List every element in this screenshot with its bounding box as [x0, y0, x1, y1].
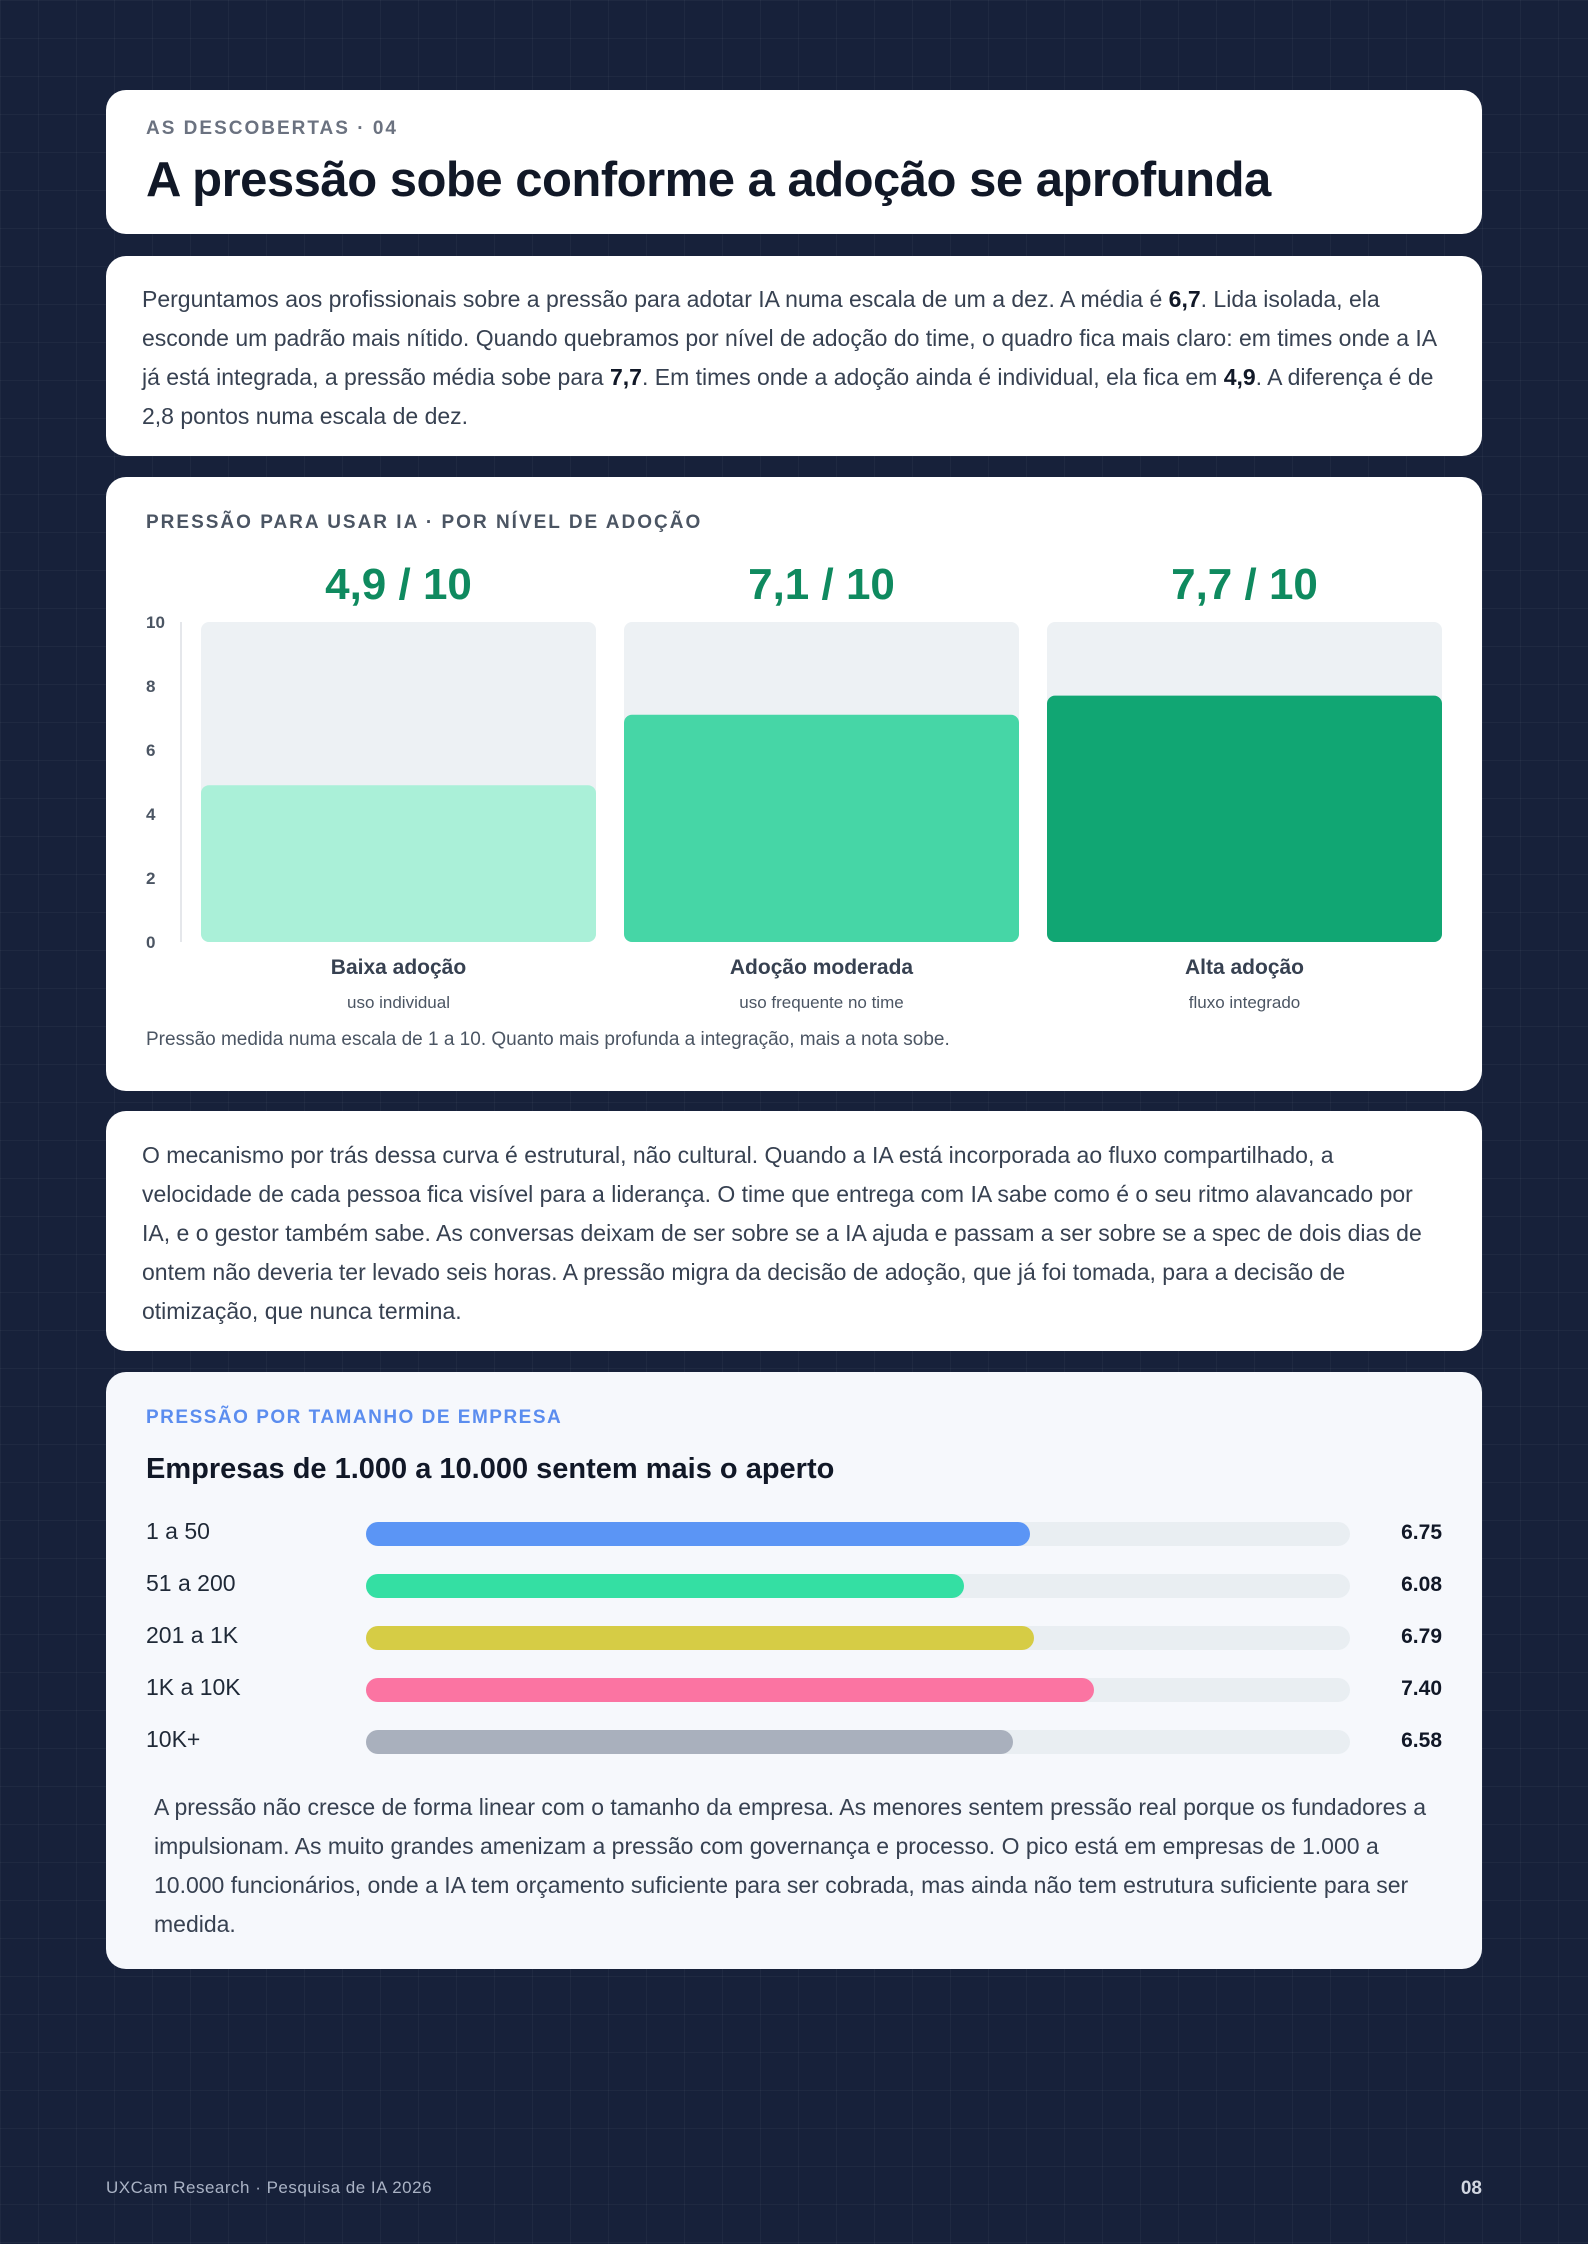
size-bar-fill: [366, 1678, 1095, 1702]
bar-category-label: Adoção moderada: [730, 956, 914, 979]
intro-paragraph: Perguntamos aos profissionais sobre a pr…: [142, 280, 1446, 436]
y-tick-label: 8: [146, 677, 155, 696]
mechanism-paragraph: O mecanismo por trás dessa curva é estru…: [142, 1142, 1422, 1324]
size-row-label: 51 a 200: [146, 1570, 236, 1596]
y-tick-label: 10: [146, 613, 165, 632]
intro-text-segment: . Em times onde a adoção ainda é individ…: [641, 364, 1224, 390]
size-row-value: 6.58: [1401, 1729, 1442, 1752]
size-bar-track: [366, 1574, 1350, 1598]
size-row-value: 6.75: [1401, 1521, 1442, 1544]
chart-note: Pressão medida numa escala de 1 a 10. Qu…: [146, 1029, 950, 1050]
size-row: 1K a 10K 7.40: [146, 1664, 1442, 1716]
size-row-label: 1K a 10K: [146, 1674, 241, 1700]
y-tick-label: 4: [146, 805, 156, 824]
footer-source: UXCam Research · Pesquisa de IA 2026: [106, 2178, 433, 2197]
size-row-label: 1 a 50: [146, 1518, 210, 1544]
size-row: 10K+ 6.58: [146, 1716, 1442, 1768]
size-bar-track: [366, 1626, 1350, 1650]
size-bar-fill: [366, 1574, 965, 1598]
size-row-value: 7.40: [1401, 1677, 1442, 1700]
chart-title: PRESSÃO PARA USAR IA · POR NÍVEL DE ADOÇ…: [146, 512, 703, 533]
intro-card: Perguntamos aos profissionais sobre a pr…: [106, 256, 1482, 456]
size-row: 51 a 200 6.08: [146, 1560, 1442, 1612]
size-bar-track: [366, 1522, 1350, 1546]
intro-highlight-value: 4,9: [1223, 364, 1256, 390]
bar: [201, 785, 596, 942]
adoption-bar-chart: 0 2 4 6 8 10 4,9 / 10 Baixa adoção uso individua…: [146, 560, 1442, 1012]
y-tick-label: 2: [146, 869, 155, 888]
page-number: 08: [1460, 2178, 1482, 2199]
bar-value-label: 7,7 / 10: [1171, 560, 1318, 609]
size-bar-track: [366, 1678, 1350, 1702]
size-bar-fill: [366, 1626, 1035, 1650]
header-card: AS DESCOBERTAS · 04 A pressão sobe confo…: [106, 90, 1482, 234]
page-title: A pressão sobe conforme a adoção se apro…: [146, 153, 1271, 207]
size-paragraph: A pressão não cresce de forma linear com…: [154, 1794, 1427, 1937]
intro-text-segment: . A diferença é de 2,8 pontos numa escal…: [142, 364, 1434, 429]
size-row-label: 10K+: [146, 1726, 201, 1752]
y-tick-label: 0: [146, 933, 155, 952]
bar: [624, 714, 1019, 942]
bar-sublabel: fluxo integrado: [1189, 993, 1301, 1012]
bar-value-label: 7,1 / 10: [748, 560, 895, 609]
size-title: Empresas de 1.000 a 10.000 sentem mais o…: [146, 1453, 835, 1485]
mechanism-card: O mecanismo por trás dessa curva é estru…: [106, 1111, 1482, 1351]
size-bar-fill: [366, 1730, 1014, 1754]
bar-sublabel: uso individual: [347, 993, 450, 1012]
intro-highlight-value: 6,7: [1168, 286, 1201, 312]
bar-category-label: Baixa adoção: [331, 956, 466, 979]
bar: [1047, 695, 1442, 942]
size-row-label: 201 a 1K: [146, 1622, 239, 1648]
intro-highlight-value: 7,7: [609, 364, 642, 390]
size-kicker: PRESSÃO POR TAMANHO DE EMPRESA: [146, 1407, 563, 1428]
size-row: 1 a 50 6.75: [146, 1508, 1442, 1560]
size-row-value: 6.79: [1401, 1625, 1442, 1648]
intro-text-segment: . Lida isolada, ela esconde um padrão ma…: [142, 286, 1436, 390]
bar-category-label: Alta adoção: [1185, 956, 1304, 979]
adoption-chart-card: PRESSÃO PARA USAR IA · POR NÍVEL DE ADOÇ…: [106, 477, 1482, 1091]
intro-text-segment: Perguntamos aos profissionais sobre a pr…: [142, 286, 1169, 312]
size-bar-fill: [366, 1522, 1031, 1546]
bar-sublabel: uso frequente no time: [739, 993, 903, 1012]
company-size-card: PRESSÃO POR TAMANHO DE EMPRESA Empresas …: [106, 1372, 1482, 1969]
size-bar-track: [366, 1730, 1350, 1754]
size-row: 201 a 1K 6.79: [146, 1612, 1442, 1664]
section-kicker: AS DESCOBERTAS · 04: [146, 118, 398, 139]
size-row-value: 6.08: [1401, 1573, 1442, 1596]
y-tick-label: 6: [146, 741, 155, 760]
bar-value-label: 4,9 / 10: [325, 560, 472, 609]
size-bar-list: 1 a 50 6.75 51 a 200 6.08 201 a 1K 6.79 1K a 1…: [146, 1508, 1442, 1768]
